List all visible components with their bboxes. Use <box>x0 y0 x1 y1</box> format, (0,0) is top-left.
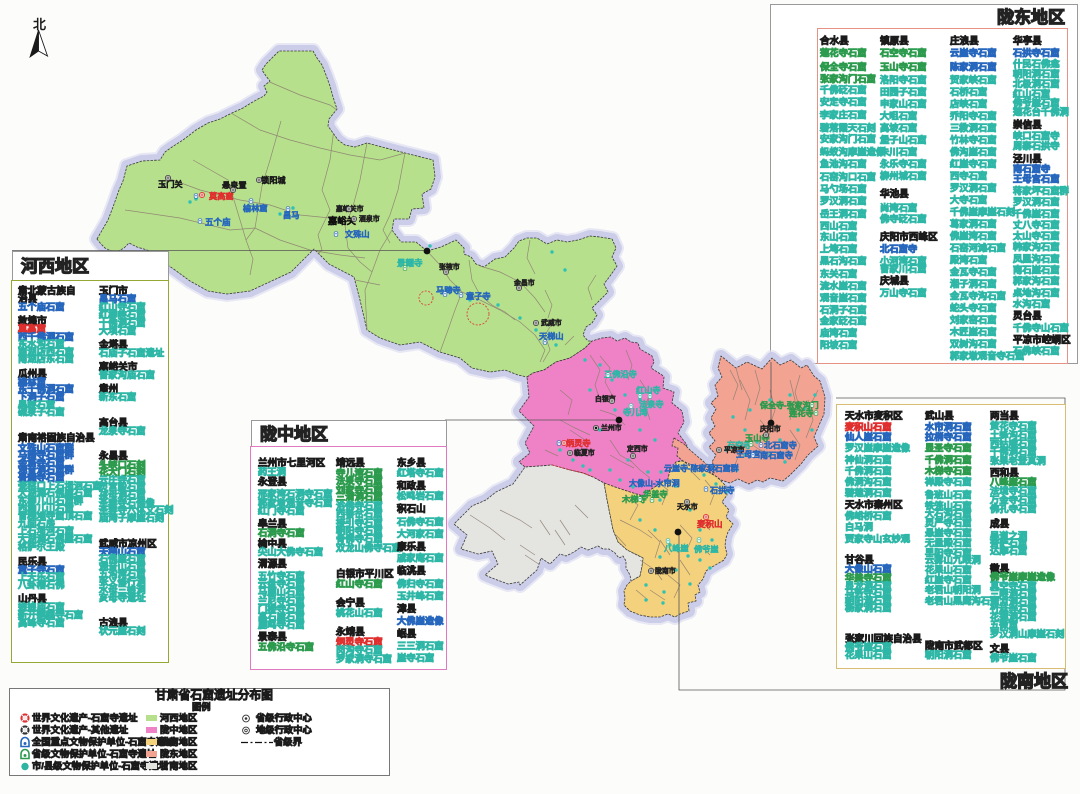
svg-text:北: 北 <box>33 17 46 32</box>
